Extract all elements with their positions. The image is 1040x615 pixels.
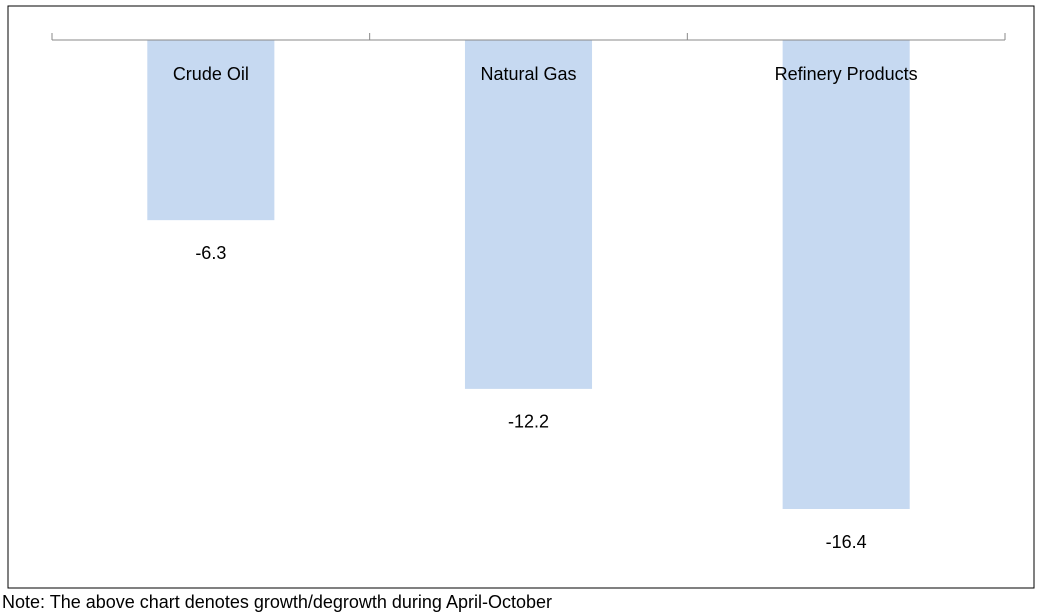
category-label: Refinery Products (775, 64, 918, 84)
bar (147, 40, 275, 221)
bar (782, 40, 910, 509)
note: Note: The above chart denotes growth/deg… (2, 592, 552, 612)
category-label: Natural Gas (480, 64, 576, 84)
bar (464, 40, 593, 389)
chart-border (7, 5, 1035, 589)
value-label: -12.2 (508, 412, 549, 432)
value-label: -16.4 (826, 532, 867, 552)
category-label: Crude Oil (173, 64, 249, 84)
value-label: -6.3 (195, 243, 226, 263)
